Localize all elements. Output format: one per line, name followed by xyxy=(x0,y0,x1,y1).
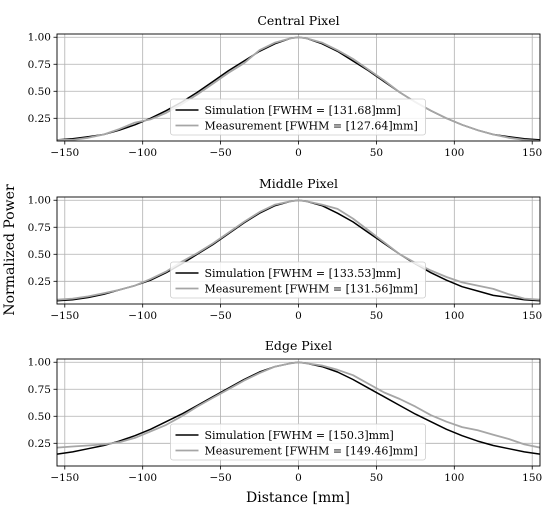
x-tick-label: 50 xyxy=(370,472,383,484)
y-tick-label: 0.75 xyxy=(28,222,51,234)
y-tick-label: 0.75 xyxy=(28,59,51,71)
x-tick-label: 50 xyxy=(370,310,383,322)
central-pixel-legend: Simulation [FWHM = [131.68]mm] Measuremen… xyxy=(170,98,426,136)
middle-pixel-panel: Middle Pixel −150 −100 −50 0 50 100 150 1.00 0.75… xyxy=(28,176,543,322)
y-tick-label: 1.00 xyxy=(28,357,51,369)
x-tick-label: 100 xyxy=(444,472,464,484)
subplots: Central Pixel −150 −100 −50 0 50 100 150 1.00 0.7… xyxy=(28,13,543,484)
x-tick-label: 100 xyxy=(444,147,464,159)
x-tick-label: −50 xyxy=(210,147,232,159)
x-tick-label: −100 xyxy=(128,310,157,322)
measurement-line xyxy=(57,199,540,301)
x-tick-label: 0 xyxy=(295,147,302,159)
central-pixel-title: Central Pixel xyxy=(257,13,339,28)
middle-pixel-title: Middle Pixel xyxy=(259,176,338,191)
simulation-legend-label: Simulation [FWHM = [150.3]mm] xyxy=(205,429,394,442)
y-tick-label: 0.50 xyxy=(28,411,51,423)
x-tick-label: −150 xyxy=(50,147,79,159)
legend-box xyxy=(170,423,426,461)
x-tick-label: 150 xyxy=(522,147,542,159)
x-tick-label: 0 xyxy=(295,310,302,322)
x-tick-label: −150 xyxy=(50,472,79,484)
central-pixel-frame xyxy=(56,33,541,142)
x-tick-label: −100 xyxy=(128,472,157,484)
measurement-line xyxy=(57,36,540,141)
y-tick-label: 1.00 xyxy=(28,195,51,207)
x-tick-label: 50 xyxy=(370,147,383,159)
edge-pixel-panel: Edge Pixel −150 −100 −50 0 50 100 150 1.00 0.75 0.… xyxy=(28,338,543,484)
x-tick-label: −100 xyxy=(128,147,157,159)
y-tick-label: 1.00 xyxy=(28,32,51,44)
measurement-line xyxy=(57,361,540,449)
central-pixel-panel: Central Pixel −150 −100 −50 0 50 100 150 1.00 0.7… xyxy=(28,13,543,159)
x-tick-label: −50 xyxy=(210,310,232,322)
middle-pixel-legend: Simulation [FWHM = [133.53]mm] Measuremen… xyxy=(170,261,426,299)
y-axis-label: Normalized Power xyxy=(2,184,18,316)
y-tick-label: 0.75 xyxy=(28,384,51,396)
x-tick-label: −150 xyxy=(50,310,79,322)
y-tick-label: 0.25 xyxy=(28,113,51,125)
middle-pixel-frame xyxy=(56,196,541,305)
y-tick-label: 0.50 xyxy=(28,86,51,98)
y-tick-label: 0.50 xyxy=(28,249,51,261)
edge-pixel-legend: Simulation [FWHM = [150.3]mm] Measurement… xyxy=(170,423,426,461)
central-pixel-grid xyxy=(57,34,540,141)
edge-pixel-title: Edge Pixel xyxy=(265,338,332,353)
x-tick-label: 100 xyxy=(444,310,464,322)
y-tick-label: 0.25 xyxy=(28,276,51,288)
x-tick-label: 150 xyxy=(522,472,542,484)
measurement-legend-label: Measurement [FWHM = [131.56]mm] xyxy=(205,282,418,295)
legend-box xyxy=(170,261,426,299)
x-tick-label: 0 xyxy=(295,472,302,484)
edge-pixel-frame xyxy=(56,358,541,467)
measurement-legend-label: Measurement [FWHM = [149.46]mm] xyxy=(205,444,418,457)
x-tick-label: −50 xyxy=(210,472,232,484)
x-axis-label: Distance [mm] xyxy=(246,490,350,506)
simulation-legend-label: Simulation [FWHM = [133.53]mm] xyxy=(205,267,401,280)
x-tick-label: 150 xyxy=(522,310,542,322)
y-tick-label: 0.25 xyxy=(28,438,51,450)
simulation-legend-label: Simulation [FWHM = [131.68]mm] xyxy=(205,104,401,117)
measurement-legend-label: Measurement [FWHM = [127.64]mm] xyxy=(205,119,418,132)
legend-box xyxy=(170,98,426,136)
